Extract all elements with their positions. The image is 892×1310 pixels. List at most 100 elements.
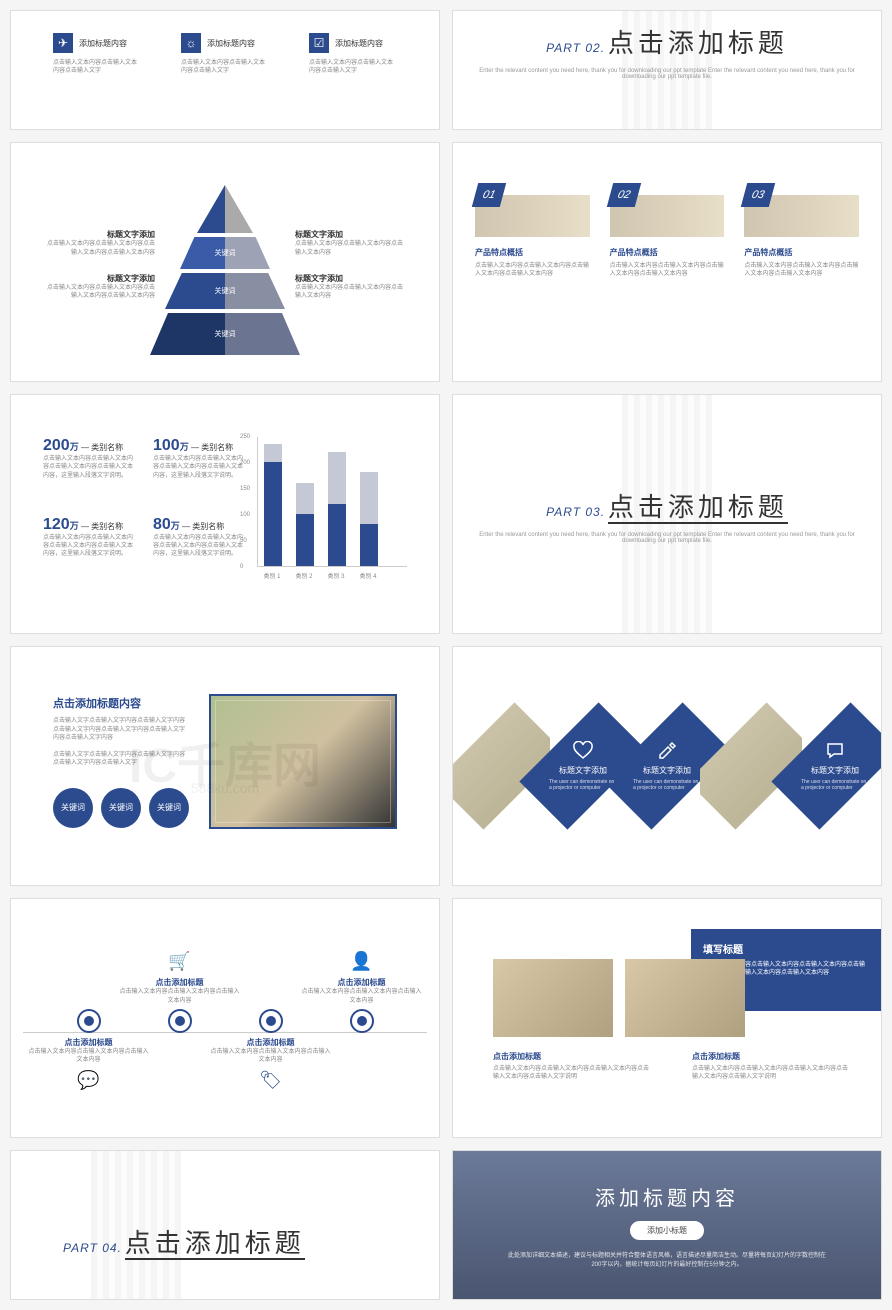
text-column: 点击添加标题 点击输入文本内容点击输入文本内容点击输入文本内容点击输入文本内容点… [692, 1051, 851, 1082]
tag-icon: 🏷 [259, 1070, 282, 1091]
section-desc: 点击输入文字点击输入文字内容点击输入文字内容点击输入文字内容点击输入文字内容点击… [53, 717, 189, 767]
diamond-item: 标题文字添加The user can demonstrate on a proj… [633, 710, 701, 822]
part-label: PART 03. [546, 505, 605, 519]
diamond-item [717, 710, 785, 822]
bar-blue [264, 462, 282, 566]
closing-title: 添加标题内容 [595, 1182, 739, 1211]
feature-number: 01 [472, 183, 506, 207]
timeline-node: 点击添加标题点击输入文本内容点击输入文本内容点击输入文本内容 💬 [44, 941, 134, 1101]
stat-label: — 类别名称 [189, 443, 233, 452]
feature-title: 产品特点概括 [744, 247, 859, 258]
user-icon: 👤 [350, 951, 372, 972]
pyramid-label: 标题文字添加 [295, 273, 407, 284]
timeline-text: 点击添加标题点击输入文本内容点击输入文本内容点击输入文本内容 [211, 1037, 331, 1065]
feature-card: 02 产品特点概括 点击输入文本内容点击输入文本内容点击输入文本内容点击输入文本… [610, 195, 725, 279]
cart-icon: 🛒 [168, 951, 190, 972]
heart-icon [573, 741, 593, 761]
feature-image: 01 [475, 195, 590, 237]
chat-icon [825, 741, 845, 761]
bar-chart: 050100150200250 类别 1类别 2类别 3类别 4 [257, 437, 407, 580]
pyramid-layer [197, 185, 253, 233]
slide-1: ✈添加标题内容 点击输入文本内容点击输入文本内容点击输入文字 ☼ 添加标题内容 点… [10, 10, 440, 130]
part-label: PART 04. [63, 1241, 122, 1255]
part-title: 点击添加标题 [608, 493, 788, 524]
node-title: 点击添加标题 [211, 1037, 331, 1048]
feature-item: ✈添加标题内容 点击输入文本内容点击输入文本内容点击输入文字 [53, 33, 141, 76]
subtitle-badge: 添加小标题 [630, 1221, 704, 1240]
slide-11-part-header: PART 04. 点击添加标题 [10, 1150, 440, 1300]
stat-item: 80万 — 类别名称点击输入文本内容点击输入文本内容点击输入文本内容点击输入文本… [153, 516, 243, 581]
node-title: 点击添加标题 [120, 977, 240, 988]
bar-blue [296, 514, 314, 566]
bulb-icon: ☼ [181, 33, 201, 53]
diamond-text: 标题文字添加The user can demonstrate on a proj… [801, 710, 869, 822]
chart-bar [360, 436, 378, 566]
y-tick: 250 [240, 434, 250, 440]
timeline-dot [350, 1009, 374, 1033]
y-tick: 100 [240, 512, 250, 518]
stat-label: — 类别名称 [79, 522, 123, 531]
part-title: 点击添加标题 [125, 1229, 305, 1260]
y-tick: 0 [240, 564, 243, 570]
slide-2-part-header: PART 02. 点击添加标题 Enter the relevant conte… [452, 10, 882, 130]
chart-bar [264, 436, 282, 566]
check-icon: ☑ [309, 33, 329, 53]
timeline-text: 点击添加标题点击输入文本内容点击输入文本内容点击输入文本内容 [29, 1037, 149, 1065]
part-subtitle: Enter the relevant content you need here… [465, 532, 869, 544]
content-image [493, 959, 613, 1037]
timeline-node: 点击添加标题点击输入文本内容点击输入文本内容点击输入文本内容 👤 [317, 941, 407, 1101]
feature-title: 产品特点概括 [475, 247, 590, 258]
edit-icon [657, 741, 677, 761]
feature-title: 产品特点概括 [610, 247, 725, 258]
stat-number: 120万 [43, 516, 79, 533]
column-desc: 点击输入文本内容点击输入文本内容点击输入文本内容点击输入文本内容点击输入文字说明 [692, 1065, 851, 1082]
slide-8-diamonds: 标题文字添加 The user can demonstrate on a proj… [452, 646, 882, 886]
part-subtitle: Enter the relevant content you need here… [465, 68, 869, 80]
slide-3-pyramid: 标题文字添加 点击输入文本内容点击输入文本内容点击输入文本内容点击输入文本内容 标… [10, 142, 440, 382]
x-label: 类别 3 [327, 571, 345, 580]
stat-desc: 点击输入文本内容点击输入文本内容点击输入文本内容点击输入文本内容，这里输入段落文… [153, 534, 243, 559]
pyramid-desc: 点击输入文本内容点击输入文本内容点击输入文本内容点击输入文本内容 [43, 240, 155, 257]
slide-9-timeline: 点击添加标题点击输入文本内容点击输入文本内容点击输入文本内容 💬 点击添加标题点… [10, 898, 440, 1138]
node-desc: 点击输入文本内容点击输入文本内容点击输入文本内容 [211, 1048, 331, 1065]
text-column: 点击添加标题 点击输入文本内容点击输入文本内容点击输入文本内容点击输入文本内容点… [493, 1051, 652, 1082]
diamond-sub: The user can demonstrate on a projector … [801, 779, 869, 791]
chart-bar [328, 436, 346, 566]
node-title: 点击添加标题 [302, 977, 422, 988]
feature-desc: 点击输入文本内容点击输入文本内容点击输入文本内容点击输入文本内容 [610, 262, 725, 279]
y-tick: 200 [240, 460, 250, 466]
slide-4-features: 01 产品特点概括 点击输入文本内容点击输入文本内容点击输入文本内容点击输入文本… [452, 142, 882, 382]
timeline-node: 点击添加标题点击输入文本内容点击输入文本内容点击输入文本内容 🛒 [135, 941, 225, 1101]
column-title: 点击添加标题 [493, 1051, 652, 1062]
timeline-text: 点击添加标题点击输入文本内容点击输入文本内容点击输入文本内容 [120, 977, 240, 1005]
bar-blue [328, 504, 346, 566]
feature-title: 添加标题内容 [335, 38, 383, 49]
x-label: 类别 1 [263, 571, 281, 580]
pyramid-layer: 关键词 [150, 313, 300, 355]
stat-desc: 点击输入文本内容点击输入文本内容点击输入文本内容点击输入文本内容，这里输入段落文… [43, 534, 133, 559]
feature-number: 02 [606, 183, 640, 207]
feature-desc: 点击输入文本内容点击输入文本内容点击输入文本内容点击输入文本内容 [744, 262, 859, 279]
feature-image: 02 [610, 195, 725, 237]
timeline-dot [77, 1009, 101, 1033]
section-title: 点击添加标题内容 [53, 695, 189, 711]
chart-bar [296, 436, 314, 566]
feature-desc: 点击输入文本内容点击输入文本内容点击输入文字 [309, 59, 397, 76]
stat-label: — 类别名称 [79, 443, 123, 452]
timeline-dot [259, 1009, 283, 1033]
diamond-title: 标题文字添加 [559, 765, 607, 776]
column-title: 点击添加标题 [692, 1051, 851, 1062]
diamond-item: 标题文字添加The user can demonstrate on a proj… [801, 710, 869, 822]
timeline-dot [168, 1009, 192, 1033]
stat-number: 80万 [153, 516, 180, 533]
stat-desc: 点击输入文本内容点击输入文本内容点击输入文本内容点击输入文本内容，这里输入段落文… [153, 455, 243, 480]
keyword-circle: 关键词 [53, 788, 93, 828]
feature-desc: 点击输入文本内容点击输入文本内容点击输入文字 [53, 59, 141, 76]
stat-item: 200万 — 类别名称点击输入文本内容点击输入文本内容点击输入文本内容点击输入文… [43, 437, 133, 502]
pyramid-label: 标题文字添加 [43, 273, 155, 284]
diamond-text: 标题文字添加The user can demonstrate on a proj… [549, 710, 617, 822]
pyramid-desc: 点击输入文本内容点击输入文本内容点击输入文本内容 [295, 284, 407, 301]
diamond-sub: The user can demonstrate on a projector … [633, 779, 701, 791]
slide-10-image-box: 填写标题 点击输入文本内容点击输入文本内容点击输入文本内容点击输入文本内容点击输… [452, 898, 882, 1138]
feature-title: 添加标题内容 [207, 38, 255, 49]
